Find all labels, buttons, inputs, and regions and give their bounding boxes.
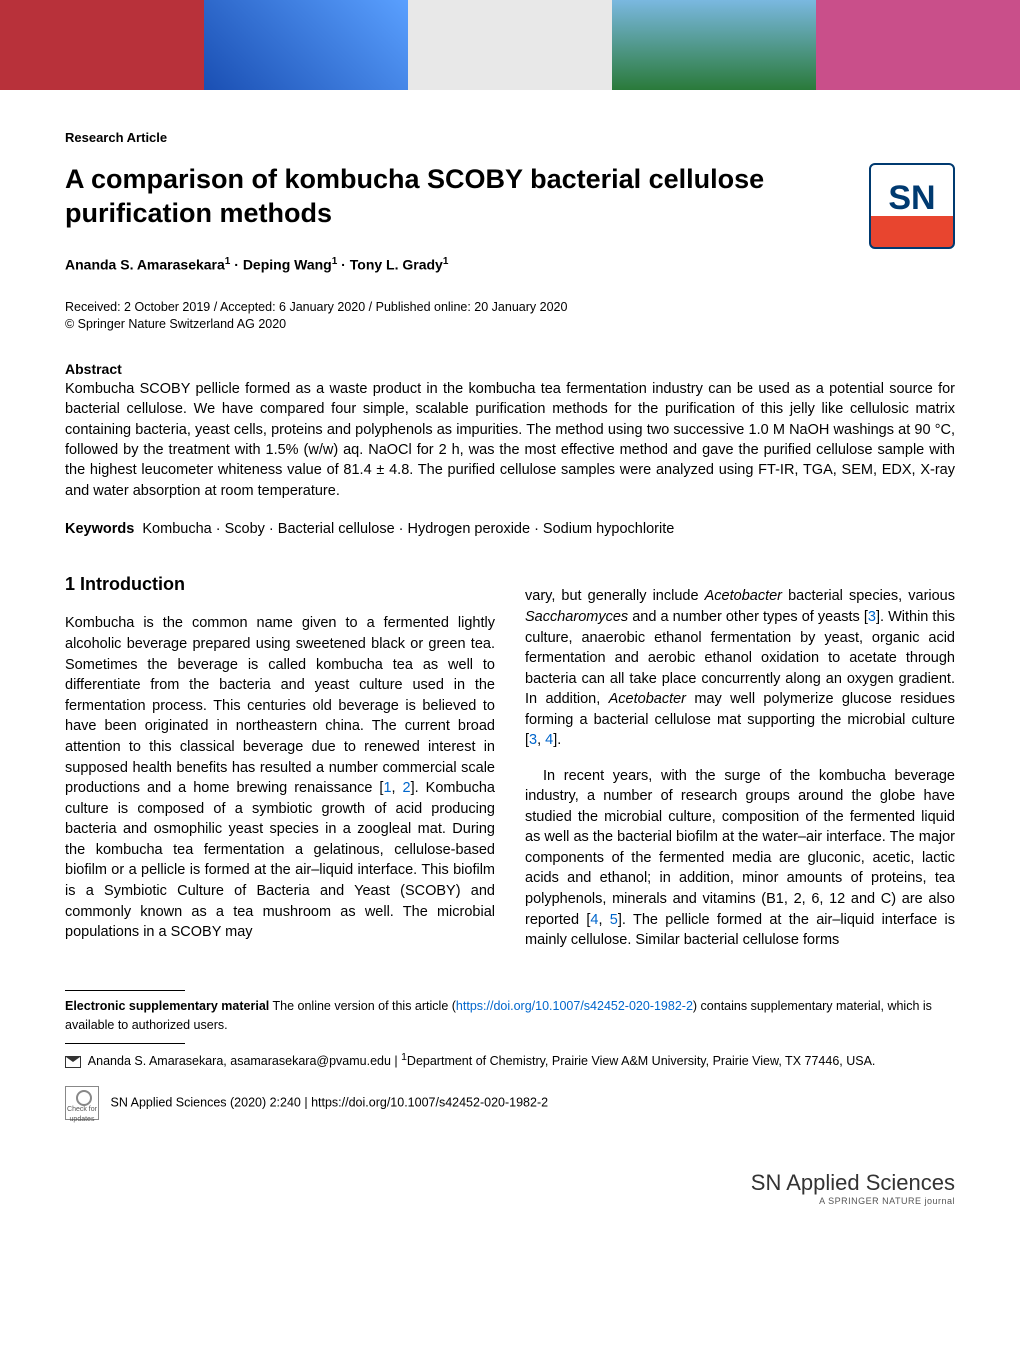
journal-footer: SN Applied Sciences A SPRINGER NATURE jo…	[0, 1170, 1020, 1206]
right-column: vary, but generally include Acetobacter …	[525, 572, 955, 965]
journal-name: SN Applied Sciences	[0, 1170, 955, 1196]
banner-seg	[612, 0, 816, 90]
author: Deping Wang	[243, 256, 332, 272]
citation-ref[interactable]: 2	[403, 780, 411, 796]
header-banner	[0, 0, 1020, 90]
citation-ref[interactable]: 1	[383, 780, 391, 796]
author: Ananda S. Amarasekara	[65, 256, 225, 272]
sn-logo-text: SN	[888, 179, 935, 218]
body-paragraph: In recent years, with the surge of the k…	[525, 766, 955, 951]
doi-link[interactable]: https://doi.org/10.1007/s42452-020-1982-…	[456, 999, 693, 1013]
mail-icon	[65, 1056, 81, 1068]
banner-seg	[816, 0, 1020, 90]
left-column: 1 Introduction Kombucha is the common na…	[65, 572, 495, 965]
citation-ref[interactable]: 5	[610, 912, 618, 928]
corresponding-author: Ananda S. Amarasekara, asamarasekara@pva…	[65, 1050, 955, 1071]
banner-seg	[0, 0, 204, 90]
abstract-label: Abstract	[65, 361, 955, 377]
citation-ref[interactable]: 4	[590, 912, 598, 928]
authors-line: Ananda S. Amarasekara1 · Deping Wang1 · …	[65, 256, 955, 273]
body-paragraph: Kombucha is the common name given to a f…	[65, 613, 495, 942]
citation-ref[interactable]: 3	[868, 609, 876, 625]
crossmark-badge[interactable]: Check for updates	[65, 1086, 99, 1120]
keywords-label: Keywords	[65, 521, 134, 537]
article-title: A comparison of kombucha SCOBY bacterial…	[65, 163, 805, 231]
body-paragraph: vary, but generally include Acetobacter …	[525, 586, 955, 751]
divider	[65, 1043, 185, 1044]
abstract-text: Kombucha SCOBY pellicle formed as a wast…	[65, 379, 955, 501]
banner-seg	[408, 0, 612, 90]
journal-subtitle: A SPRINGER NATURE journal	[0, 1196, 955, 1206]
section-heading: 1 Introduction	[65, 572, 495, 598]
article-type: Research Article	[65, 130, 955, 145]
author: Tony L. Grady	[350, 256, 443, 272]
copyright-line: © Springer Nature Switzerland AG 2020	[65, 317, 955, 331]
citation-line: Check for updates SN Applied Sciences (2…	[65, 1086, 955, 1120]
keywords-text: Kombucha · Scoby · Bacterial cellulose ·…	[142, 521, 674, 537]
sn-logo: SN	[869, 163, 955, 249]
divider	[65, 990, 185, 991]
citation-ref[interactable]: 3	[529, 732, 537, 748]
banner-seg	[204, 0, 408, 90]
supplementary-note: Electronic supplementary material The on…	[65, 997, 955, 1035]
dates-line: Received: 2 October 2019 / Accepted: 6 J…	[65, 300, 955, 314]
supp-label: Electronic supplementary material	[65, 999, 269, 1013]
keywords-line: Keywords Kombucha · Scoby · Bacterial ce…	[65, 521, 955, 537]
